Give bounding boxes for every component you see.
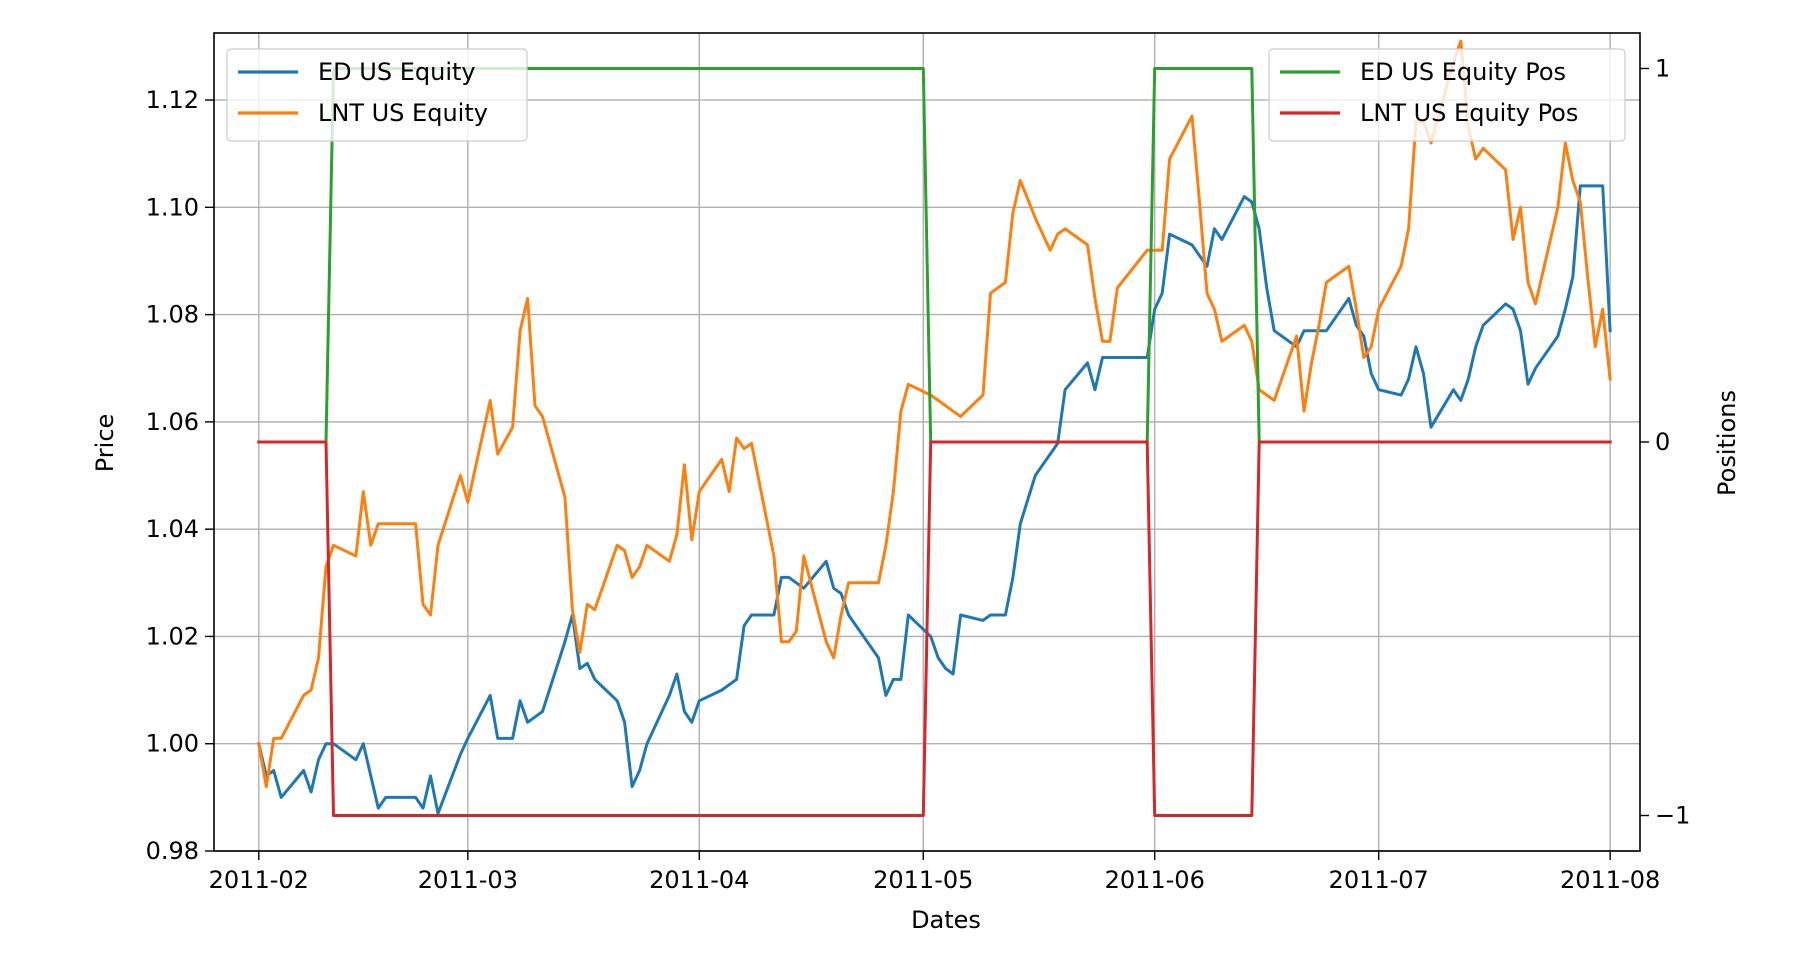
axes-layer: 2011-02 2011-03 2011-04 2011-05 2011-06 2011-… [146,54,1691,894]
y-tick-label: 0.98 [146,837,199,865]
x-tick-label: 2011-03 [418,866,518,894]
y-tick-label: 1.02 [146,622,199,650]
legend-left-box [226,48,528,142]
y-tick-label: 1.06 [146,408,199,436]
legend-lnt-label: LNT US Equity [318,99,488,127]
lnt-price-line [257,39,1612,789]
x-axis-label: Dates [911,906,981,934]
y-tick-label: 1.04 [146,515,199,543]
x-tick-label: 2011-06 [1105,866,1205,894]
legend-lnt-pos-label: LNT US Equity Pos [1360,99,1578,127]
y2-tick-label: 0 [1655,428,1670,456]
y2-axis-label: Positions [1713,390,1741,496]
y-tick-label: 1.10 [146,193,199,221]
legend-ed-label: ED US Equity [318,58,476,86]
x-tick-label: 2011-05 [873,866,973,894]
y2-tick-label: 1 [1655,54,1670,82]
legend-left: ED US Equity LNT US Equity [226,48,528,142]
y2-tick-label: −1 [1655,802,1690,830]
y-axis-label: Price [91,414,119,473]
x-tick-label: 2011-07 [1329,866,1429,894]
x-tick-label: 2011-04 [649,866,749,894]
legend-ed-pos-label: ED US Equity Pos [1360,58,1566,86]
ed-price-line [256,184,1612,815]
lnt-position-line [257,440,1612,817]
series-layer [256,39,1612,817]
y-tick-label: 1.00 [146,730,199,758]
y-tick-label: 1.12 [146,86,199,114]
x-tick-label: 2011-08 [1560,866,1660,894]
y-tick-label: 1.08 [146,301,199,329]
legend-right-box [1268,48,1626,142]
x-tick-label: 2011-02 [209,866,309,894]
legend-right: ED US Equity Pos LNT US Equity Pos [1268,48,1626,142]
